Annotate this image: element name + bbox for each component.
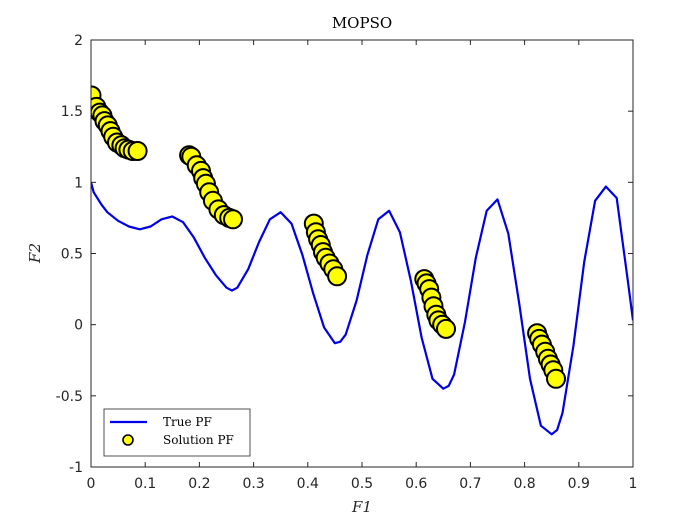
x-tick-label: 0 <box>87 476 96 492</box>
y-tick-label: 2 <box>74 33 83 49</box>
tick-labels: 0 0.1 0.2 0.3 0.4 0.5 0.6 0.7 0.8 0.9 1 -1 -0.5 0 0.5 1… <box>56 33 638 492</box>
series-line-true-pf <box>91 182 633 436</box>
data-layer <box>91 85 633 436</box>
x-tick-label: 0.6 <box>405 476 427 492</box>
y-tick-label: 0 <box>74 318 83 334</box>
x-axis-label: F1 <box>351 498 372 516</box>
scatter-point-solution-pf <box>327 266 348 287</box>
x-tick-label: 0.9 <box>568 476 590 492</box>
y-tick-label: -1 <box>69 460 83 476</box>
legend-label-true-pf: True PF <box>163 415 212 429</box>
legend-label-solution-pf: Solution PF <box>163 433 234 447</box>
legend: True PF Solution PF <box>103 408 251 457</box>
y-axis-label: F2 <box>26 243 44 264</box>
plot-area <box>91 40 633 467</box>
scatter-point-solution-pf <box>546 368 566 389</box>
y-tick-label: -0.5 <box>56 389 83 405</box>
scatter-point-solution-pf <box>436 318 456 339</box>
scatter-point-solution-pf <box>223 209 243 230</box>
y-tick-label: 1.5 <box>61 104 83 120</box>
x-tick-label: 0.2 <box>188 476 210 492</box>
x-tick-label: 0.7 <box>459 476 481 492</box>
x-tick-label: 0.4 <box>297 476 319 492</box>
y-tick-label: 0.5 <box>61 247 83 263</box>
x-tick-label: 0.1 <box>134 476 156 492</box>
legend-box <box>103 408 251 457</box>
x-tick-label: 1 <box>629 476 638 492</box>
y-tick-label: 1 <box>74 175 83 191</box>
chart-title: MOPSO <box>332 14 392 32</box>
scatter-point-solution-pf <box>127 141 148 161</box>
x-tick-label: 0.3 <box>242 476 264 492</box>
x-tick-label: 0.5 <box>351 476 373 492</box>
x-tick-label: 0.8 <box>513 476 535 492</box>
axes-box <box>90 39 634 468</box>
legend-marker-swatch <box>122 434 134 446</box>
